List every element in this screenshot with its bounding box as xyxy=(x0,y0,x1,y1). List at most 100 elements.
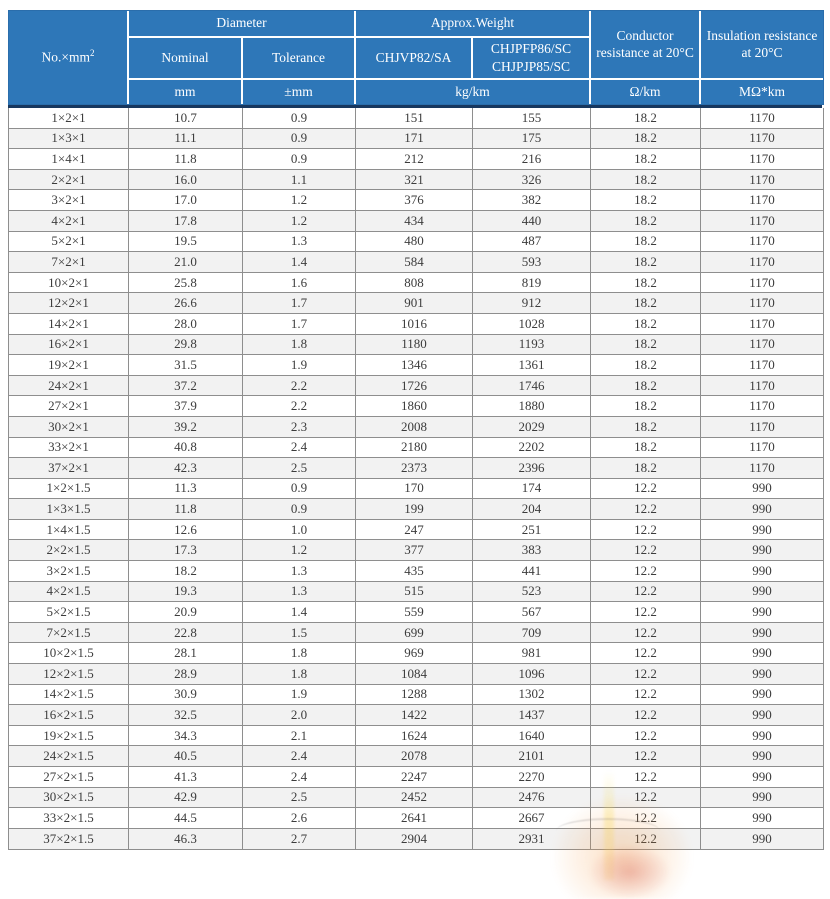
table-row: 30×2×1 39.2 2.3 2008 2029 18.2 1170 xyxy=(9,416,823,438)
table-row: 27×2×1 37.9 2.2 1860 1880 18.2 1170 xyxy=(9,396,823,417)
table-cell: 37.9 xyxy=(129,396,243,417)
table-cell: 28.9 xyxy=(129,664,243,685)
header-divider-line xyxy=(8,105,822,108)
table-cell: 377 xyxy=(356,540,473,562)
table-cell: 1.3 xyxy=(243,231,356,253)
table-cell: 12.2 xyxy=(591,622,701,644)
table-cell: 42.3 xyxy=(129,458,243,479)
table-cell: 2.3 xyxy=(243,416,356,438)
table-cell: 14×2×1 xyxy=(9,313,129,335)
table-cell: 321 xyxy=(356,169,473,191)
table-cell: 18.2 xyxy=(591,375,701,397)
table-cell: 2904 xyxy=(356,828,473,850)
table-cell: 18.2 xyxy=(591,108,701,129)
table-cell: 12.2 xyxy=(591,581,701,603)
table-cell: 34.3 xyxy=(129,725,243,747)
table-cell: 18.2 xyxy=(591,313,701,335)
table-cell: 2.4 xyxy=(243,767,356,788)
table-cell: 990 xyxy=(701,787,823,809)
table-cell: 1170 xyxy=(701,149,823,170)
table-cell: 912 xyxy=(473,293,591,314)
table-cell: 204 xyxy=(473,499,591,520)
table-cell: 2667 xyxy=(473,808,591,829)
table-cell: 1170 xyxy=(701,128,823,150)
table-cell: 990 xyxy=(701,808,823,829)
table-cell: 12.2 xyxy=(591,602,701,623)
table-cell: 2.4 xyxy=(243,437,356,459)
table-cell: 170 xyxy=(356,478,473,500)
table-cell: 990 xyxy=(701,519,823,541)
table-cell: 1288 xyxy=(356,684,473,706)
table-cell: 2.7 xyxy=(243,828,356,850)
table-cell: 1422 xyxy=(356,705,473,726)
table-cell: 20.9 xyxy=(129,602,243,623)
table-cell: 37×2×1.5 xyxy=(9,828,129,850)
table-row: 5×2×1.5 20.9 1.4 559 567 12.2 990 xyxy=(9,602,823,623)
table-cell: 2202 xyxy=(473,437,591,459)
table-cell: 376 xyxy=(356,190,473,211)
table-cell: 1361 xyxy=(473,355,591,376)
table-cell: 12.2 xyxy=(591,499,701,520)
table-cell: 37.2 xyxy=(129,375,243,397)
table-cell: 5×2×1 xyxy=(9,231,129,253)
table-cell: 1.2 xyxy=(243,540,356,562)
table-cell: 7×2×1 xyxy=(9,252,129,273)
table-cell: 1170 xyxy=(701,252,823,273)
table-cell: 435 xyxy=(356,561,473,582)
table-row: 7×2×1.5 22.8 1.5 699 709 12.2 990 xyxy=(9,622,823,644)
table-cell: 1×2×1 xyxy=(9,108,129,129)
table-cell: 990 xyxy=(701,767,823,788)
table-cell: 11.1 xyxy=(129,128,243,150)
table-cell: 1.0 xyxy=(243,519,356,541)
spec-table-header: No.×mm2 Diameter Approx.Weight Conductor… xyxy=(8,10,825,105)
table-row: 10×2×1.5 28.1 1.8 969 981 12.2 990 xyxy=(9,643,823,665)
table-cell: 1170 xyxy=(701,416,823,438)
table-cell: 1640 xyxy=(473,725,591,747)
table-cell: 1.7 xyxy=(243,293,356,314)
table-cell: 487 xyxy=(473,231,591,253)
table-cell: 12.2 xyxy=(591,643,701,665)
table-cell: 12.2 xyxy=(591,828,701,850)
table-cell: 4×2×1.5 xyxy=(9,581,129,603)
table-cell: 1180 xyxy=(356,334,473,356)
table-cell: 12×2×1.5 xyxy=(9,664,129,685)
table-cell: 12.2 xyxy=(591,787,701,809)
table-row: 2×2×1.5 17.3 1.2 377 383 12.2 990 xyxy=(9,540,823,562)
table-cell: 990 xyxy=(701,828,823,850)
col-header-no-mm2-label: No.×mm xyxy=(41,49,91,65)
table-cell: 441 xyxy=(473,561,591,582)
table-cell: 18.2 xyxy=(591,210,701,232)
table-cell: 523 xyxy=(473,581,591,603)
table-cell: 12.2 xyxy=(591,478,701,500)
table-row: 30×2×1.5 42.9 2.5 2452 2476 12.2 990 xyxy=(9,787,823,809)
table-cell: 567 xyxy=(473,602,591,623)
table-cell: 1.2 xyxy=(243,190,356,211)
table-cell: 30×2×1.5 xyxy=(9,787,129,809)
table-cell: 18.2 xyxy=(591,231,701,253)
table-cell: 1.8 xyxy=(243,334,356,356)
table-cell: 1170 xyxy=(701,231,823,253)
table-cell: 18.2 xyxy=(591,190,701,211)
table-cell: 969 xyxy=(356,643,473,665)
table-cell: 434 xyxy=(356,210,473,232)
table-cell: 12.2 xyxy=(591,705,701,726)
table-row: 1×4×1 11.8 0.9 212 216 18.2 1170 xyxy=(9,149,823,170)
table-cell: 480 xyxy=(356,231,473,253)
table-cell: 19×2×1.5 xyxy=(9,725,129,747)
table-cell: 1×4×1.5 xyxy=(9,519,129,541)
col-header-tolerance: Tolerance xyxy=(243,38,357,80)
table-cell: 1302 xyxy=(473,684,591,706)
col-header-no-mm2-sup: 2 xyxy=(90,48,95,59)
table-cell: 11.8 xyxy=(129,149,243,170)
table-cell: 17.3 xyxy=(129,540,243,562)
table-cell: 2.2 xyxy=(243,375,356,397)
table-cell: 559 xyxy=(356,602,473,623)
table-cell: 16×2×1.5 xyxy=(9,705,129,726)
table-row: 37×2×1 42.3 2.5 2373 2396 18.2 1170 xyxy=(9,458,823,479)
table-row: 27×2×1.5 41.3 2.4 2247 2270 12.2 990 xyxy=(9,767,823,788)
table-cell: 990 xyxy=(701,478,823,500)
table-row: 33×2×1.5 44.5 2.6 2641 2667 12.2 990 xyxy=(9,808,823,829)
table-cell: 27×2×1.5 xyxy=(9,767,129,788)
unit-conductor-resistance: Ω/km xyxy=(591,80,702,104)
table-cell: 326 xyxy=(473,169,591,191)
